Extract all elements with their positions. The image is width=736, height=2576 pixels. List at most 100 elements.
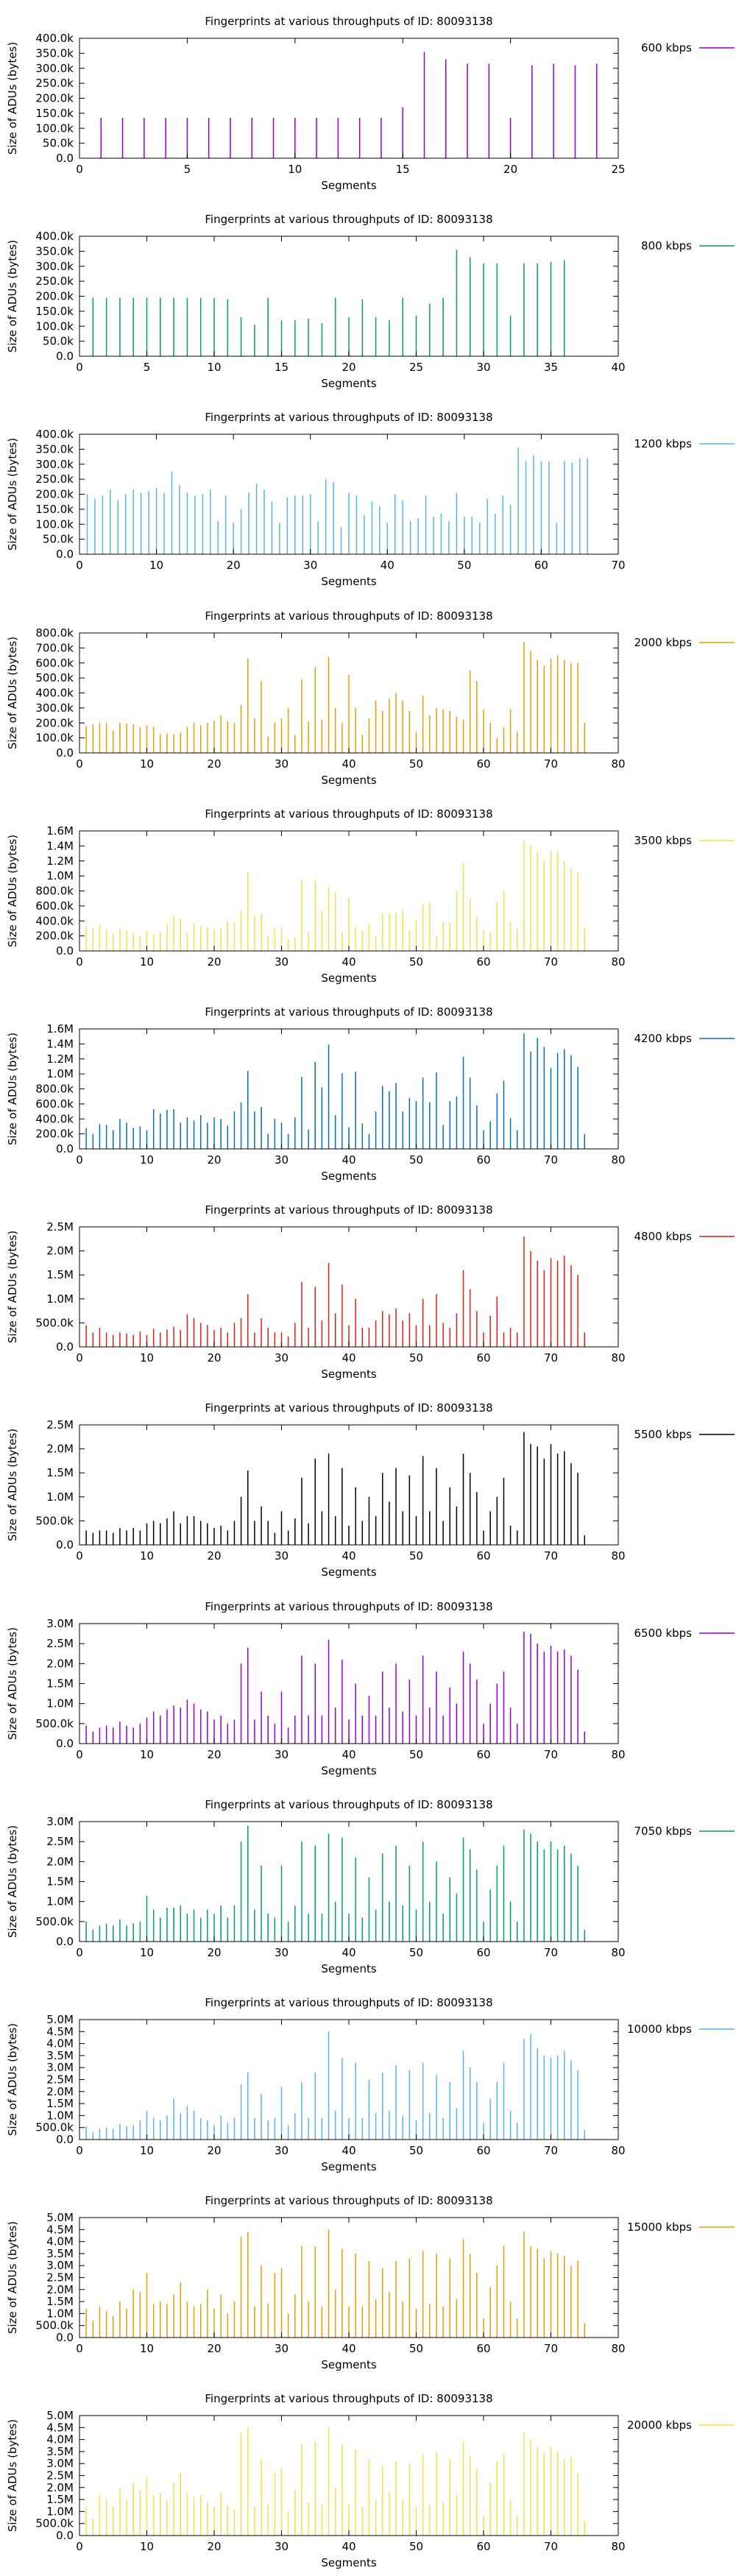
x-tick-label: 30 bbox=[275, 2540, 289, 2553]
chart-panel-8: Fingerprints at various throughputs of I… bbox=[0, 1387, 736, 1585]
chart-panel-2: Fingerprints at various throughputs of I… bbox=[0, 198, 736, 397]
x-tick-label: 40 bbox=[381, 559, 394, 572]
x-tick-label: 15 bbox=[275, 361, 289, 374]
chart-svg: Fingerprints at various throughputs of I… bbox=[6, 1996, 735, 2173]
x-tick-label: 20 bbox=[503, 163, 517, 176]
legend-label: 20000 kbps bbox=[627, 2418, 692, 2432]
x-tick-label: 50 bbox=[409, 1946, 423, 1959]
x-tick-label: 60 bbox=[476, 1153, 490, 1167]
y-tick-label: 1.5M bbox=[46, 2295, 74, 2308]
y-tick-label: 1.5M bbox=[46, 1677, 74, 1690]
bar-series bbox=[85, 641, 585, 753]
chart-panel-7: Fingerprints at various throughputs of I… bbox=[0, 1189, 736, 1387]
x-tick-label: 10 bbox=[140, 1946, 154, 1959]
x-axis-label: Segments bbox=[321, 2160, 377, 2173]
x-tick-label: 70 bbox=[544, 1946, 558, 1959]
bar-series bbox=[85, 841, 585, 951]
y-tick-label: 0.0 bbox=[56, 1142, 74, 1156]
y-tick-label: 4.0M bbox=[46, 2235, 74, 2248]
y-tick-label: 600.0k bbox=[35, 1097, 74, 1111]
y-axis-label: Size of ADUs (bytes) bbox=[6, 1033, 19, 1145]
y-tick-label: 1.0M bbox=[46, 1292, 74, 1306]
y-tick-label: 1.0M bbox=[46, 2109, 74, 2122]
chart-panel-1: Fingerprints at various throughputs of I… bbox=[0, 0, 736, 199]
x-tick-label: 60 bbox=[476, 1549, 490, 1563]
y-tick-label: 2.5M bbox=[46, 1418, 74, 1432]
y-tick-label: 100.0k bbox=[35, 121, 74, 135]
y-tick-label: 5.0M bbox=[46, 2211, 74, 2224]
x-tick-label: 50 bbox=[409, 1549, 423, 1563]
y-tick-label: 1.6M bbox=[46, 824, 74, 838]
legend-label: 15000 kbps bbox=[627, 2221, 692, 2234]
y-tick-label: 200.0k bbox=[35, 92, 74, 105]
y-tick-label: 400.0k bbox=[35, 428, 74, 441]
y-tick-label: 400.0k bbox=[35, 230, 74, 243]
x-tick-label: 10 bbox=[140, 1748, 154, 1761]
x-tick-label: 0 bbox=[76, 1351, 83, 1365]
y-tick-label: 200.0k bbox=[35, 290, 74, 303]
y-axis-label: Size of ADUs (bytes) bbox=[6, 42, 19, 155]
x-tick-label: 50 bbox=[409, 757, 423, 771]
y-tick-label: 1.0M bbox=[46, 2505, 74, 2519]
chart-title: Fingerprints at various throughputs of I… bbox=[205, 1798, 492, 1811]
x-tick-label: 40 bbox=[342, 2540, 355, 2553]
x-tick-label: 30 bbox=[275, 1153, 289, 1167]
y-axis-label: Size of ADUs (bytes) bbox=[6, 835, 19, 947]
y-tick-label: 150.0k bbox=[35, 305, 74, 318]
x-tick-label: 0 bbox=[76, 1153, 83, 1167]
legend: 15000 kbps bbox=[627, 2221, 735, 2234]
y-tick-label: 0.0 bbox=[56, 944, 74, 958]
y-tick-label: 600.0k bbox=[35, 899, 74, 913]
y-tick-label: 0.0 bbox=[56, 746, 74, 760]
y-tick-label: 0.0 bbox=[56, 1538, 74, 1551]
x-tick-label: 70 bbox=[544, 2342, 558, 2355]
legend: 7050 kbps bbox=[634, 1825, 735, 1838]
y-tick-label: 50.0k bbox=[43, 137, 74, 150]
legend: 2000 kbps bbox=[634, 636, 735, 649]
bar-series bbox=[85, 2229, 585, 2338]
y-tick-label: 1.2M bbox=[46, 1052, 74, 1066]
x-tick-label: 60 bbox=[476, 955, 490, 969]
legend-label: 600 kbps bbox=[641, 41, 692, 54]
y-tick-label: 50.0k bbox=[43, 533, 74, 546]
legend-label: 5500 kbps bbox=[634, 1428, 693, 1441]
x-tick-label: 20 bbox=[207, 1748, 221, 1761]
y-tick-label: 300.0k bbox=[35, 260, 74, 273]
chart-svg: Fingerprints at various throughputs of I… bbox=[6, 15, 735, 192]
x-tick-label: 10 bbox=[140, 2342, 154, 2355]
bar-series bbox=[85, 1432, 585, 1546]
x-tick-label: 20 bbox=[207, 2342, 221, 2355]
x-axis-label: Segments bbox=[321, 2358, 377, 2371]
y-tick-label: 0.0 bbox=[56, 2331, 74, 2344]
x-tick-label: 30 bbox=[275, 1946, 289, 1959]
x-tick-label: 60 bbox=[534, 559, 548, 572]
y-tick-label: 150.0k bbox=[35, 503, 74, 516]
x-tick-label: 40 bbox=[342, 1549, 355, 1563]
bar-series bbox=[85, 1236, 585, 1348]
y-tick-label: 800.0k bbox=[35, 884, 74, 897]
legend: 6500 kbps bbox=[634, 1627, 735, 1640]
x-tick-label: 20 bbox=[207, 1946, 221, 1959]
y-tick-label: 1.0M bbox=[46, 2307, 74, 2321]
x-tick-label: 0 bbox=[76, 1549, 83, 1563]
y-tick-label: 350.0k bbox=[35, 46, 74, 60]
legend: 4800 kbps bbox=[634, 1230, 735, 1243]
x-tick-label: 0 bbox=[76, 2342, 83, 2355]
y-tick-label: 600.0k bbox=[35, 656, 74, 669]
x-tick-label: 80 bbox=[611, 955, 625, 969]
x-axis-label: Segments bbox=[321, 1962, 377, 1975]
y-tick-label: 500.0k bbox=[35, 1317, 74, 1330]
bar-series bbox=[85, 2427, 585, 2536]
x-tick-label: 70 bbox=[611, 559, 625, 572]
x-tick-label: 0 bbox=[76, 955, 83, 969]
x-tick-label: 30 bbox=[275, 955, 289, 969]
x-tick-label: 20 bbox=[207, 2540, 221, 2553]
legend: 20000 kbps bbox=[627, 2418, 735, 2432]
y-tick-label: 1.0M bbox=[46, 1067, 74, 1080]
y-tick-label: 0.0 bbox=[56, 350, 74, 363]
chart-svg: Fingerprints at various throughputs of I… bbox=[6, 1203, 735, 1381]
y-tick-label: 0.0 bbox=[56, 548, 74, 561]
x-tick-label: 15 bbox=[396, 163, 410, 176]
y-tick-label: 3.0M bbox=[46, 1815, 74, 1828]
legend: 3500 kbps bbox=[634, 834, 735, 847]
